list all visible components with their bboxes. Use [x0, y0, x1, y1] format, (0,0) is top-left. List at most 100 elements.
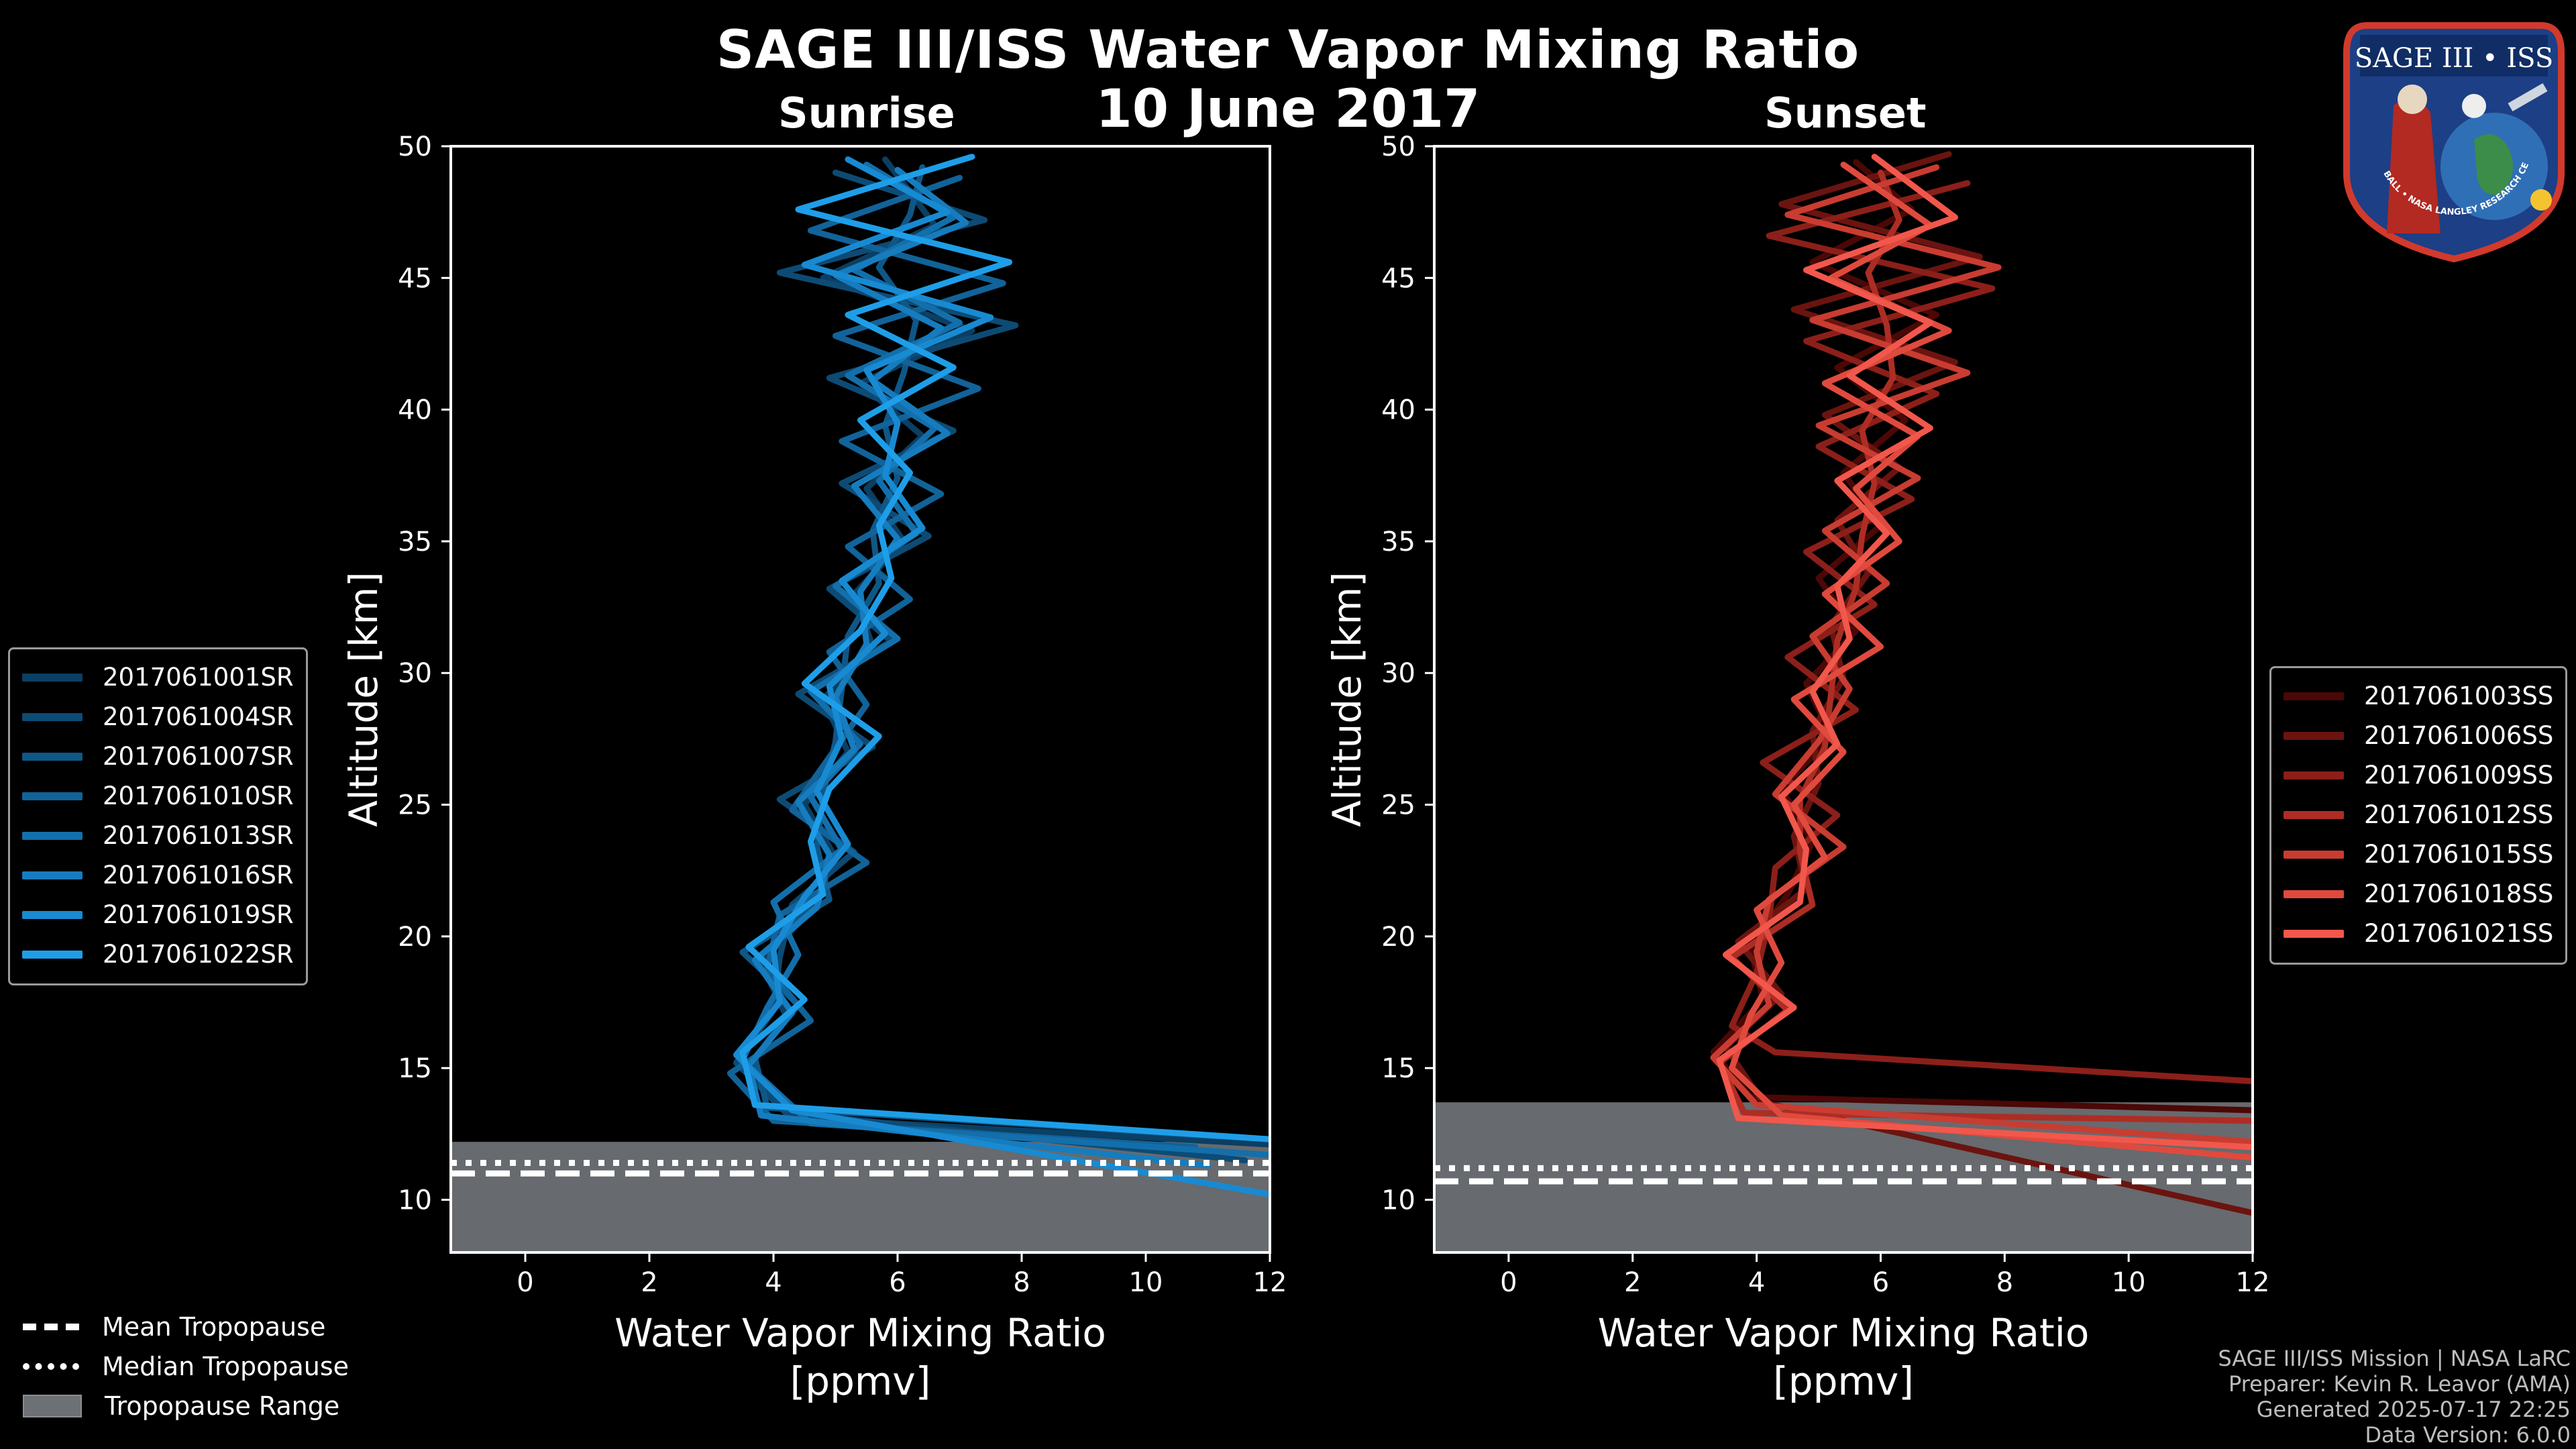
y-tick-label: 25 — [1381, 790, 1415, 821]
sunrise-panel-title: Sunrise — [778, 89, 955, 138]
x-tick-label: 12 — [1253, 1267, 1287, 1298]
x-tick-label: 6 — [1872, 1267, 1889, 1298]
y-tick-label: 35 — [1381, 527, 1415, 557]
legend-label: 2017061021SS — [2364, 919, 2554, 948]
x-tick-label: 2 — [1624, 1267, 1641, 1298]
plot-area — [451, 154, 1270, 1252]
sunset-panel-title: Sunset — [1764, 89, 1927, 138]
sage-iii-iss-mission-logo: SAGE III • ISS BALL • NASA LANGLEY RESEA… — [2340, 12, 2565, 263]
y-tick-label: 40 — [1381, 395, 1415, 426]
legend-label: 2017061016SR — [103, 861, 294, 890]
legend-label: 2017061003SS — [2364, 682, 2554, 710]
x-tick-label: 10 — [2112, 1267, 2146, 1298]
legend-label: 2017061013SR — [103, 821, 294, 850]
legend-swatch — [2284, 692, 2344, 700]
legend-tropopause-range: Tropopause Range — [23, 1386, 349, 1426]
legend-label: 2017061010SR — [103, 782, 294, 810]
logo-continent-icon — [2474, 134, 2513, 195]
legend-entry: 2017061018SS — [2284, 874, 2553, 914]
legend-label: 2017061009SS — [2364, 761, 2554, 790]
sunrise-plot: 0 2 4 6 8 10 12 10 15 20 25 30 35 40 45 50 Water Vapor M… — [341, 131, 1287, 1404]
logo-station-icon — [2508, 83, 2548, 112]
plot-frame — [449, 145, 1271, 1254]
legend-entry: 2017061016SR — [22, 855, 294, 895]
credits-version: Data Version: 6.0.0 — [2365, 1422, 2571, 1448]
sunset-legend: 2017061003SS 2017061006SS 2017061009SS 2017… — [2269, 666, 2568, 965]
legend-swatch — [2284, 850, 2344, 859]
y-tick-label: 45 — [398, 263, 432, 294]
gray-box-key — [23, 1394, 82, 1417]
dashed-line-key — [23, 1323, 79, 1330]
y-tick-label: 10 — [1381, 1185, 1415, 1216]
x-tick-label: 8 — [1013, 1267, 1030, 1298]
legend-range-label: Tropopause Range — [105, 1391, 340, 1421]
legend-entry: 2017061013SR — [22, 816, 294, 855]
tropopause-legend: Mean Tropopause Median Tropopause Tropop… — [23, 1307, 349, 1426]
plot-area — [1434, 151, 2253, 1252]
legend-label: 2017061019SR — [103, 900, 294, 929]
y-tick-label: 20 — [398, 922, 432, 953]
legend-entry: 2017061019SR — [22, 895, 294, 934]
legend-label: 2017061004SR — [103, 702, 294, 731]
legend-entry: 2017061009SS — [2284, 755, 2553, 795]
y-tick-label: 50 — [1381, 131, 1415, 162]
x-axis-label: Water Vapor Mixing Ratio — [614, 1310, 1106, 1356]
legend-swatch — [2284, 771, 2344, 780]
legend-swatch — [2284, 929, 2344, 938]
profile-line-2017061016SR — [745, 166, 1211, 1169]
y-tick-label: 40 — [398, 395, 432, 426]
y-tick-label: 35 — [398, 527, 432, 557]
y-tick-label: 30 — [1381, 658, 1415, 689]
profile-line-2017061019SR — [733, 156, 1270, 1198]
credits: SAGE III/ISS Mission | NASA LaRC Prepare… — [2218, 1346, 2571, 1448]
legend-swatch — [22, 871, 83, 879]
legend-entry: 2017061012SS — [2284, 795, 2553, 835]
legend-label: 2017061015SS — [2364, 840, 2554, 869]
legend-median-label: Median Tropopause — [102, 1351, 349, 1381]
y-tick-label: 15 — [1381, 1053, 1415, 1084]
tropopause-range-band — [1434, 1102, 2253, 1252]
y-tick-label: 50 — [398, 131, 432, 162]
legend-entry: 2017061021SS — [2284, 914, 2553, 953]
sunset-plot: 0 2 4 6 8 10 12 10 15 20 25 30 35 40 45 50 Water Vapor M… — [1324, 131, 2269, 1404]
y-axis-label: Altitude [km] — [341, 572, 386, 826]
legend-entry: 2017061007SR — [22, 737, 294, 776]
legend-label: 2017061006SS — [2364, 721, 2554, 750]
legend-entry: 2017061003SS — [2284, 676, 2553, 716]
legend-entry: 2017061015SS — [2284, 835, 2553, 874]
legend-label: 2017061022SR — [103, 940, 294, 969]
x-tick-label: 4 — [765, 1267, 782, 1298]
legend-mean-tropopause: Mean Tropopause — [23, 1307, 349, 1346]
y-tick-label: 45 — [1381, 263, 1415, 294]
legend-swatch — [22, 673, 83, 682]
logo-moon-icon — [2462, 94, 2486, 118]
x-tick-label: 6 — [889, 1267, 906, 1298]
legend-entry: 2017061001SR — [22, 657, 294, 697]
legend-entry: 2017061006SS — [2284, 716, 2553, 755]
x-axis-label: [ppmv] — [1773, 1358, 1914, 1404]
legend-label: 2017061001SR — [103, 663, 294, 692]
profile-line-2017061021SS — [1716, 154, 2253, 1150]
legend-swatch — [22, 712, 83, 721]
sunrise-legend: 2017061001SR 2017061004SR 2017061007SR 2017… — [8, 647, 308, 985]
x-tick-label: 2 — [641, 1267, 657, 1298]
x-tick-label: 8 — [1996, 1267, 2013, 1298]
x-axis-label: Water Vapor Mixing Ratio — [1598, 1310, 2090, 1356]
y-tick-label: 15 — [398, 1053, 432, 1084]
figure-title: SAGE III/ISS Water Vapor Mixing Ratio — [716, 20, 1860, 80]
legend-label: 2017061007SR — [103, 742, 294, 771]
profile-line-2017061009SS — [1729, 180, 2253, 1085]
legend-swatch — [22, 831, 83, 840]
legend-swatch — [22, 752, 83, 761]
figure-date: 10 June 2017 — [1095, 79, 1481, 140]
y-tick-label: 30 — [398, 658, 432, 689]
credits-preparer: Preparer: Kevin R. Leavor (AMA) — [2228, 1371, 2571, 1397]
legend-label: 2017061018SS — [2364, 879, 2554, 908]
legend-swatch — [22, 910, 83, 919]
legend-entry: 2017061004SR — [22, 697, 294, 737]
logo-text: SAGE III • ISS — [2355, 43, 2553, 74]
x-tick-label: 4 — [1748, 1267, 1765, 1298]
plot-frame — [1433, 145, 2254, 1254]
